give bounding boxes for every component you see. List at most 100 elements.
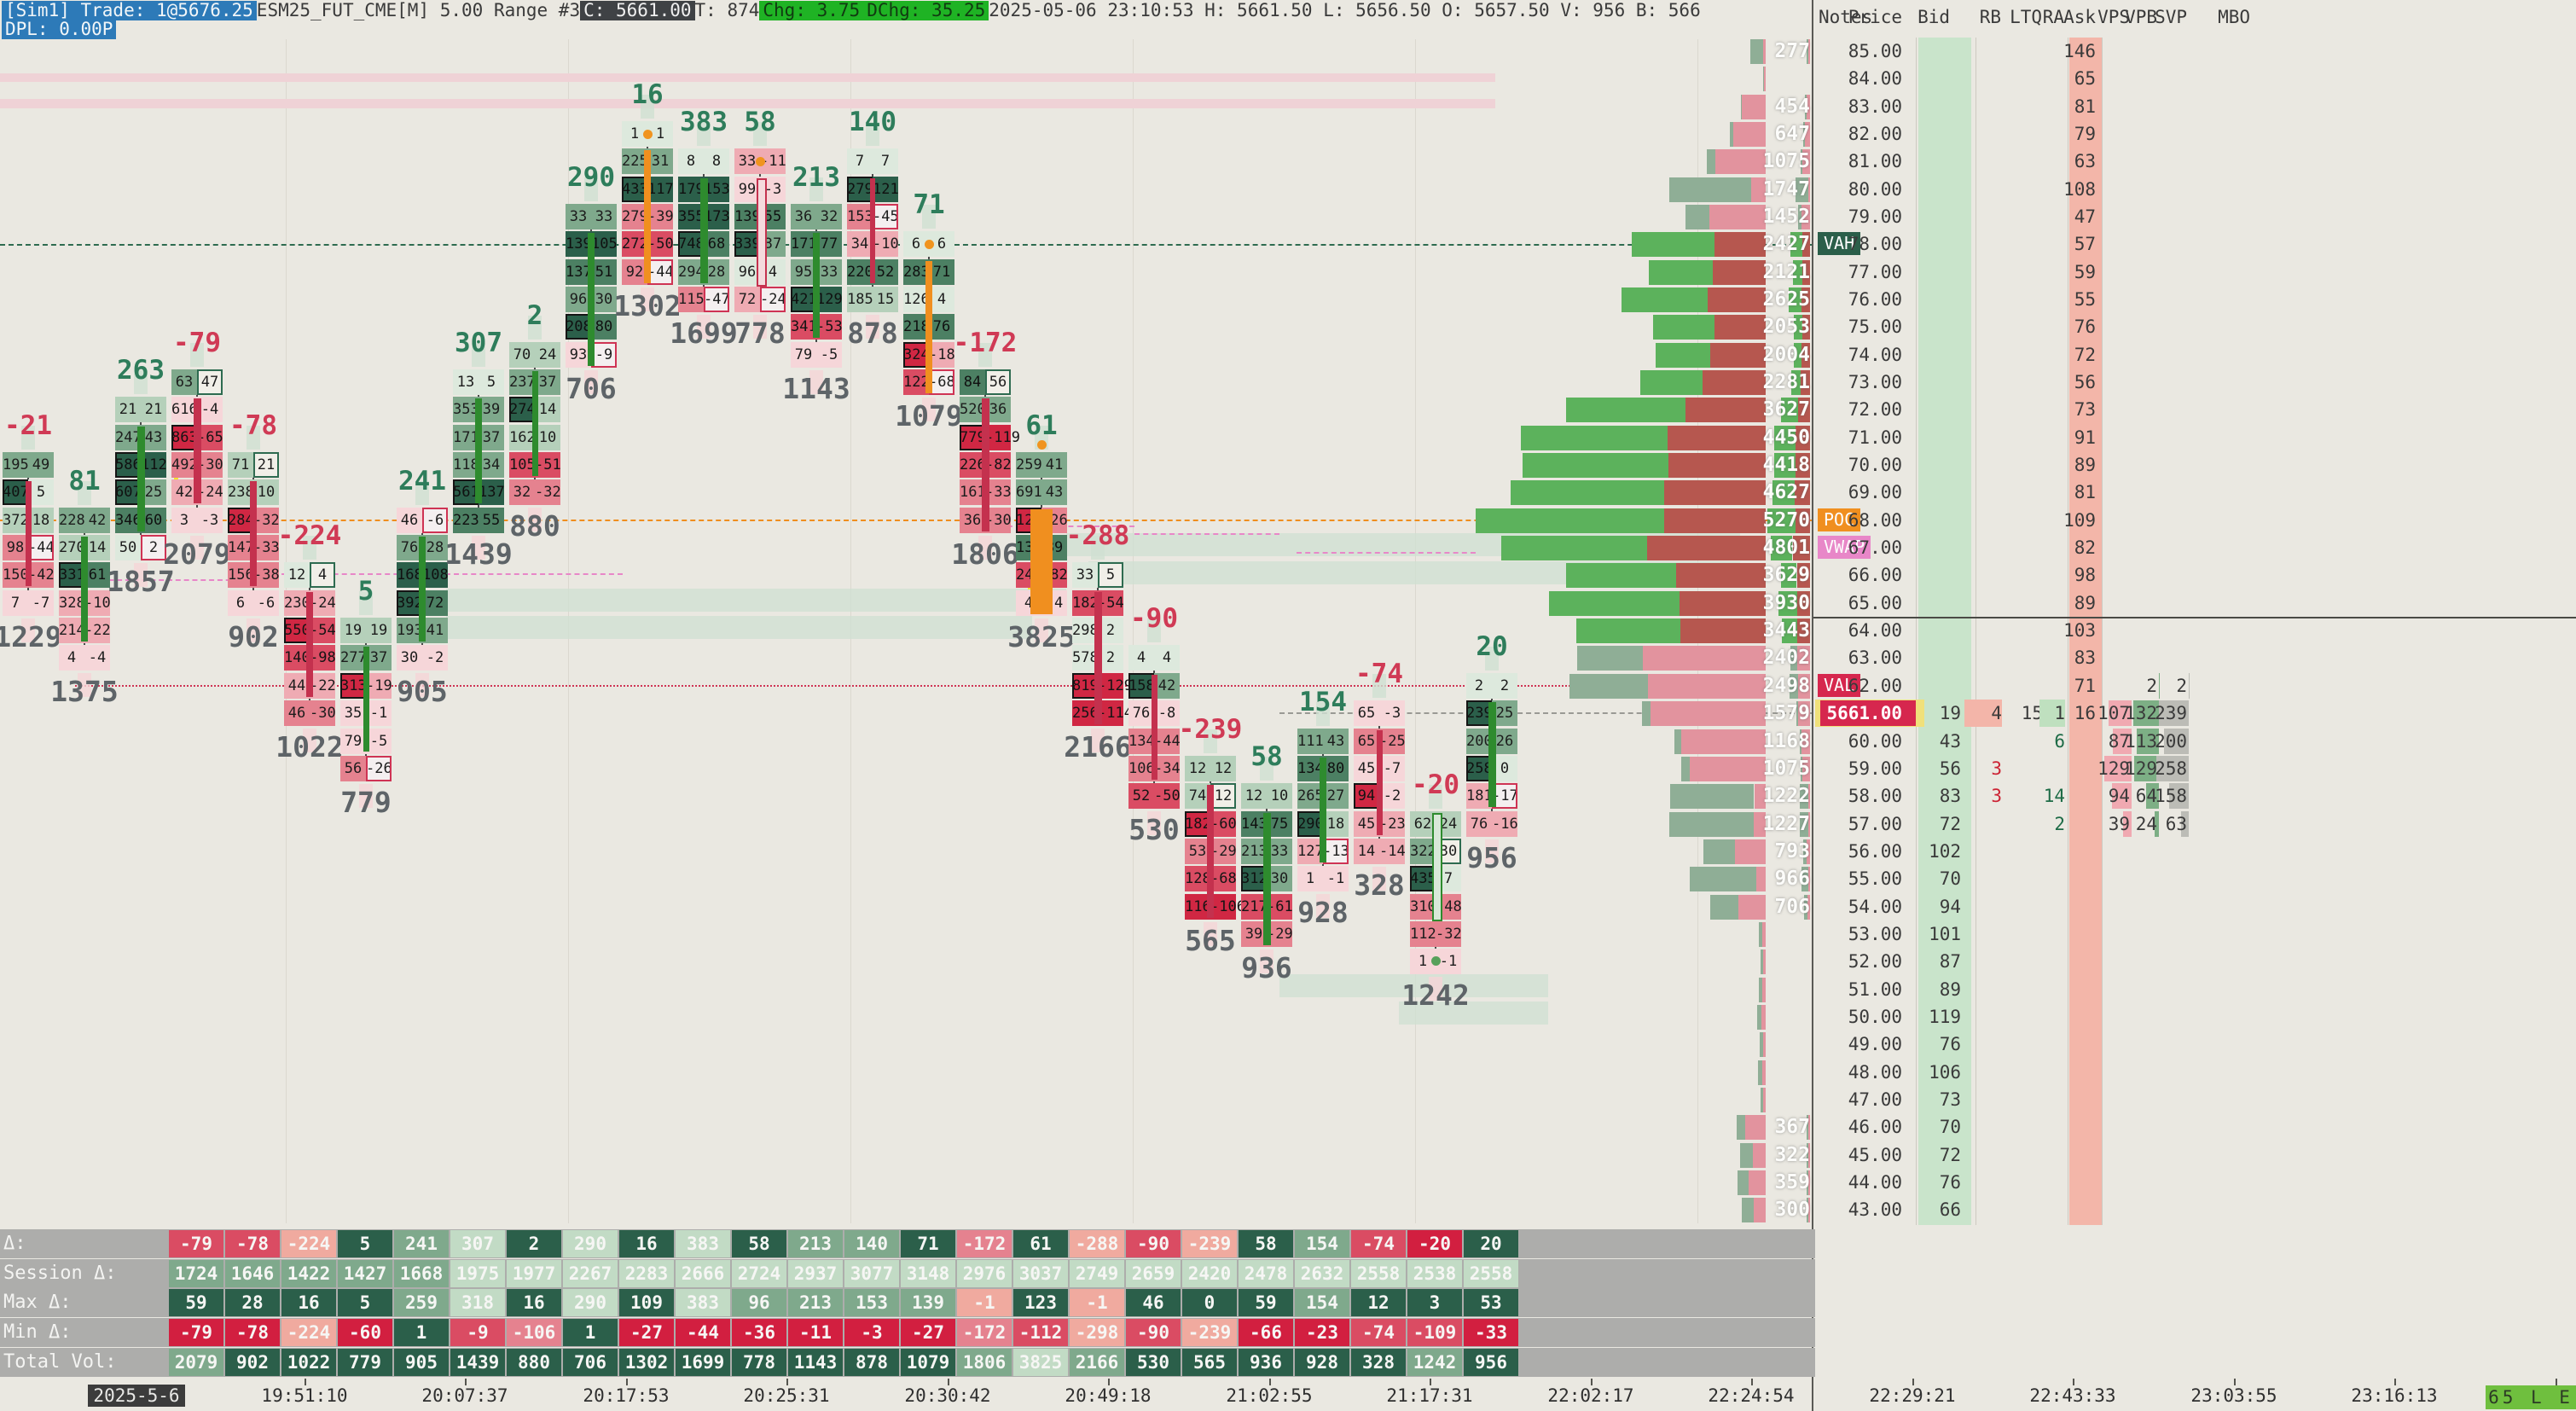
dom-price[interactable]: 77.00 (1848, 261, 1902, 282)
dom-price[interactable]: 45.00 (1848, 1144, 1902, 1165)
dom-ask[interactable]: 76 (2074, 316, 2096, 338)
dom-price[interactable]: 48.00 (1848, 1061, 1902, 1083)
dom-ask[interactable]: 59 (2074, 261, 2096, 282)
dom-bid[interactable]: 70 (1939, 868, 1961, 890)
dom-price[interactable]: 85.00 (1848, 41, 1902, 61)
dom-price[interactable]: 64.00 (1848, 620, 1902, 642)
dom-ask[interactable]: 89 (2074, 592, 2096, 613)
dom-ask[interactable]: 57 (2074, 234, 2096, 255)
dom-price[interactable]: 58.00 (1848, 786, 1902, 807)
footprint-chart[interactable]: 195 49 407 5 372 18 98 -44 150 -42 7 -7 -21 1229 228 42… (0, 0, 1812, 1224)
dom-price[interactable]: 76.00 (1848, 289, 1902, 311)
dom-price[interactable]: 65.00 (1848, 592, 1902, 613)
dom-price[interactable]: 46.00 (1848, 1117, 1902, 1138)
dom-ask[interactable]: 103 (2063, 620, 2096, 642)
dom-price[interactable]: 56.00 (1848, 840, 1902, 862)
dom-price[interactable]: 47.00 (1848, 1089, 1902, 1110)
dom-price[interactable]: 75.00 (1848, 316, 1902, 338)
dom-price[interactable]: 72.00 (1848, 399, 1902, 421)
dom-ask[interactable]: 109 (2063, 509, 2096, 531)
dom-bid[interactable]: 94 (1939, 896, 1961, 917)
dom-price[interactable]: 54.00 (1848, 896, 1902, 917)
dom-price[interactable]: 74.00 (1848, 344, 1902, 365)
dom-price[interactable]: 78.00 (1848, 234, 1902, 255)
dom-ask[interactable]: 98 (2074, 565, 2096, 586)
dom-price[interactable]: 57.00 (1848, 813, 1902, 834)
dom-bid[interactable]: 72 (1939, 1144, 1961, 1165)
dom-recent-ask[interactable]: 1 (2039, 700, 2065, 728)
dom-price[interactable]: 70.00 (1848, 455, 1902, 476)
dom-price[interactable]: 53.00 (1848, 923, 1902, 944)
dom-bid[interactable]: 87 (1939, 951, 1961, 973)
dom-ask[interactable]: 73 (2074, 399, 2096, 421)
dom-recent-bid[interactable]: 3 (1991, 786, 2002, 807)
dom-ask[interactable]: 56 (2074, 372, 2096, 393)
dom-ask[interactable]: 72 (2074, 344, 2096, 365)
dom-price[interactable]: 80.00 (1848, 178, 1902, 200)
dom-ask[interactable]: 82 (2074, 537, 2096, 559)
dom-bid[interactable]: 106 (1929, 1061, 1961, 1083)
dom-price[interactable]: 43.00 (1848, 1199, 1902, 1221)
dom-recent-bid[interactable]: 4 (1964, 700, 2002, 728)
dom-price[interactable]: 55.00 (1848, 868, 1902, 890)
dom-ask[interactable]: 146 (2063, 41, 2096, 61)
dom-ask[interactable]: 63 (2074, 151, 2096, 172)
dom-price[interactable]: 44.00 (1848, 1171, 1902, 1193)
dom-price[interactable]: 67.00 (1848, 537, 1902, 559)
dom-price[interactable]: 71.00 (1848, 427, 1902, 448)
dom-ask[interactable]: 81 (2074, 96, 2096, 117)
dom-price[interactable]: 83.00 (1848, 96, 1902, 117)
dom-bid[interactable]: 72 (1939, 813, 1961, 834)
volume-shadow-top (866, 122, 879, 147)
dom-price[interactable]: 79.00 (1848, 206, 1902, 228)
dom-price[interactable]: 59.00 (1848, 758, 1902, 779)
dom-price[interactable]: 82.00 (1848, 124, 1902, 145)
dom-price[interactable]: 68.00 (1848, 509, 1902, 531)
dom-bid[interactable]: 83 (1939, 786, 1961, 807)
dom-price[interactable]: 60.00 (1848, 730, 1902, 752)
dom-price[interactable]: 49.00 (1848, 1034, 1902, 1055)
dom-bid[interactable]: 76 (1939, 1034, 1961, 1055)
dom-ask[interactable]: 83 (2074, 647, 2096, 669)
dom-ask[interactable]: 55 (2074, 289, 2096, 311)
dom-bid[interactable]: 66 (1939, 1199, 1961, 1221)
dom-ask[interactable]: 79 (2074, 124, 2096, 145)
dom-price[interactable]: 66.00 (1848, 565, 1902, 586)
dom-ask[interactable]: 65 (2074, 68, 2096, 90)
dom-bid[interactable]: 73 (1939, 1089, 1961, 1110)
dom-recent-bid[interactable]: 3 (1991, 758, 2002, 779)
dom-ask[interactable]: 108 (2063, 178, 2096, 200)
dom-bid[interactable]: 56 (1939, 758, 1961, 779)
dom-price[interactable]: 63.00 (1848, 647, 1902, 669)
dom-price[interactable]: 73.00 (1848, 372, 1902, 393)
dom-ask[interactable]: 16 (2074, 703, 2096, 724)
dom-ladder[interactable]: Notes Price Bid RB LTQ RA Ask VPS VPB SVP MBO 85.00… (1812, 0, 2576, 1411)
dom-bid[interactable]: 101 (1929, 923, 1961, 944)
dom-ask[interactable]: 89 (2074, 455, 2096, 476)
dom-bid[interactable]: 76 (1939, 1171, 1961, 1193)
dom-price[interactable]: 52.00 (1848, 951, 1902, 973)
dom-ask[interactable]: 81 (2074, 482, 2096, 503)
dom-ask[interactable]: 91 (2074, 427, 2096, 448)
dom-bid[interactable]: 102 (1929, 840, 1961, 862)
dom-recent-ask[interactable]: 2 (2054, 813, 2065, 834)
dom-price[interactable]: 62.00 (1848, 675, 1902, 696)
dom-price[interactable]: 84.00 (1848, 68, 1902, 90)
dom-price[interactable]: 81.00 (1848, 151, 1902, 172)
dom-ask[interactable]: 71 (2074, 675, 2096, 696)
dom-ask[interactable]: 47 (2074, 206, 2096, 228)
dom-price-current[interactable]: 5661.00 (1826, 703, 1902, 724)
dom-last-trade-qty[interactable]: 15 (2021, 703, 2043, 724)
dom-bid[interactable]: 19 (1939, 703, 1961, 724)
dom-price[interactable]: 51.00 (1848, 978, 1902, 1000)
dom-price[interactable]: 69.00 (1848, 482, 1902, 503)
dom-bid[interactable]: 119 (1929, 1006, 1961, 1027)
dom-bid[interactable]: 43 (1939, 730, 1961, 752)
volume-shadow-top (472, 343, 485, 368)
dom-recent-ask[interactable]: 14 (2043, 786, 2065, 807)
dom-bid[interactable]: 70 (1939, 1117, 1961, 1138)
dom-recent-ask[interactable]: 6 (2054, 730, 2065, 752)
dom-price[interactable]: 50.00 (1848, 1006, 1902, 1027)
candle-delta-label: -21 (4, 410, 52, 442)
dom-bid[interactable]: 89 (1939, 978, 1961, 1000)
